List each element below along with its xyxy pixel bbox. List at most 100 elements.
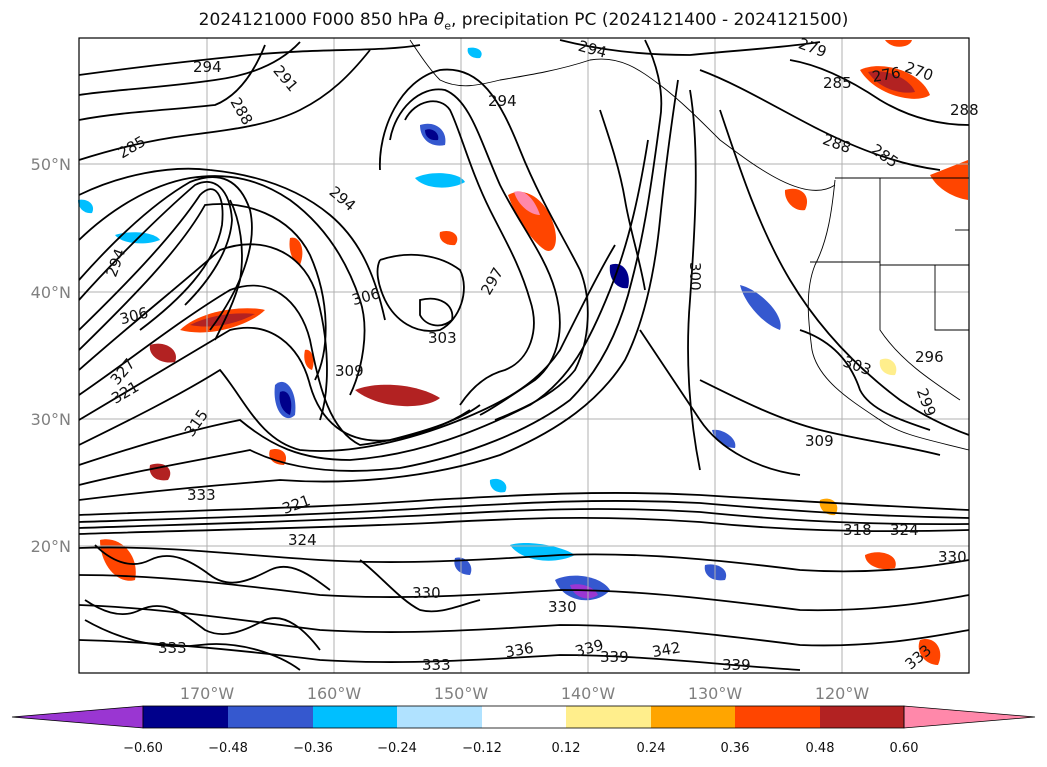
colorbar-tick-label: 0.48: [806, 741, 835, 756]
contour-line: [214, 199, 243, 341]
lon-tick-label: 120°W: [815, 684, 870, 703]
contour-label: 285: [868, 140, 902, 171]
precip-patch: [514, 191, 540, 215]
lat-tick-label: 30°N: [31, 410, 71, 429]
coastline: [807, 179, 970, 451]
precip-patch: [304, 349, 314, 370]
precip-patch: [930, 160, 968, 200]
precip-patch: [570, 584, 598, 599]
lat-tick-label: 50°N: [31, 155, 71, 174]
precip-patch: [355, 384, 440, 407]
contour-line: [78, 167, 386, 321]
state-border: [879, 265, 961, 401]
colorbar-tick-label: 0.12: [552, 741, 581, 756]
precip-patch: [78, 199, 94, 214]
contour-label: 294: [193, 58, 222, 76]
precip-patch: [784, 188, 808, 211]
contour-label: 324: [288, 531, 317, 549]
contour-label: 300: [686, 262, 704, 291]
map-gridlines: [79, 38, 969, 673]
contour-line: [376, 253, 465, 332]
colorbar-extend-right: [903, 705, 1036, 729]
precip-patch: [918, 639, 941, 665]
contour-label: 297: [477, 264, 507, 298]
colorbar-segment: [820, 706, 904, 728]
contour-label: 342: [651, 638, 682, 661]
contour-line: [379, 68, 589, 421]
title-prefix: 2024121000 F000 850 hPa: [198, 10, 434, 30]
precip-patch: [879, 358, 897, 376]
contour-line: [639, 329, 801, 476]
contour-line: [78, 492, 970, 516]
contour-label: 333: [158, 639, 187, 657]
contour-line: [389, 88, 561, 416]
contour-label: 333: [187, 486, 216, 504]
contour-line: [78, 516, 970, 535]
precip-patch: [269, 449, 287, 465]
contour-label: 336: [504, 639, 535, 662]
contour-line: [599, 109, 646, 291]
contour-line: [699, 69, 941, 171]
contour-line: [789, 59, 970, 126]
contour-line: [359, 559, 481, 613]
contour-label: 339: [600, 648, 629, 666]
title-theta-subscript: e: [444, 19, 451, 33]
contour-line: [78, 175, 366, 396]
contour-label: 303: [841, 352, 874, 379]
contour-line: [84, 599, 321, 651]
contour-label: 306: [350, 284, 382, 309]
precip-patch: [712, 429, 736, 448]
contour-label: 285: [115, 132, 149, 162]
contour-line: [78, 639, 801, 671]
contour-label: 330: [938, 548, 967, 566]
lon-tick-label: 130°W: [688, 684, 743, 703]
contour-label: 288: [820, 130, 853, 157]
precip-patch: [489, 478, 507, 493]
contour-line: [78, 44, 266, 121]
colorbar-tick-label: −0.60: [123, 741, 163, 756]
contour-line: [78, 39, 663, 486]
contour-label: 285: [823, 74, 852, 92]
colorbar-tick-label: −0.24: [377, 741, 417, 756]
title-suffix: , precipitation PC (2024121400 - 2024121…: [450, 10, 849, 30]
precip-patch: [865, 552, 896, 570]
colorbar-segment: [143, 706, 228, 728]
colorbar-tick-label: −0.48: [208, 741, 248, 756]
contour-label: 299: [913, 386, 940, 419]
contour-line: [719, 109, 970, 436]
precip-patch: [149, 343, 176, 363]
contour-line: [78, 500, 970, 523]
latitude-ticks: 50°N 40°N 30°N 20°N: [31, 155, 71, 556]
precip-patch: [425, 129, 439, 141]
contour-line: [78, 176, 253, 331]
contour-line: [78, 574, 970, 612]
contour-line: [799, 329, 931, 431]
precip-patch: [190, 313, 255, 327]
contour-line: [78, 604, 970, 647]
contour-line: [78, 243, 328, 421]
precip-patch: [885, 40, 912, 47]
contour-line: [559, 39, 821, 56]
contour-line: [699, 379, 941, 456]
colorbar-tick-label: −0.36: [293, 741, 333, 756]
longitude-ticks: 170°W 160°W 150°W 140°W 130°W 120°W: [180, 684, 870, 703]
precip-patch: [508, 191, 556, 251]
colorbar-segment: [735, 706, 820, 728]
precip-patch: [609, 263, 629, 289]
contour-label: 294: [326, 183, 360, 215]
contour-line: [78, 326, 481, 442]
contour-label: 294: [576, 37, 608, 62]
contour-label: 294: [488, 92, 517, 110]
map-title: 2024121000 F000 850 hPa θe, precipitatio…: [0, 10, 1047, 32]
contour-label: 330: [548, 598, 577, 616]
title-theta: θ: [433, 10, 445, 30]
contour-label: 303: [428, 329, 457, 347]
lon-tick-label: 170°W: [180, 684, 235, 703]
lon-tick-label: 140°W: [561, 684, 616, 703]
precip-patch: [740, 285, 781, 330]
contour-label: 324: [890, 521, 919, 539]
colorbar-segment: [228, 706, 313, 728]
precip-patch: [868, 71, 915, 93]
precip-patch: [454, 557, 472, 575]
